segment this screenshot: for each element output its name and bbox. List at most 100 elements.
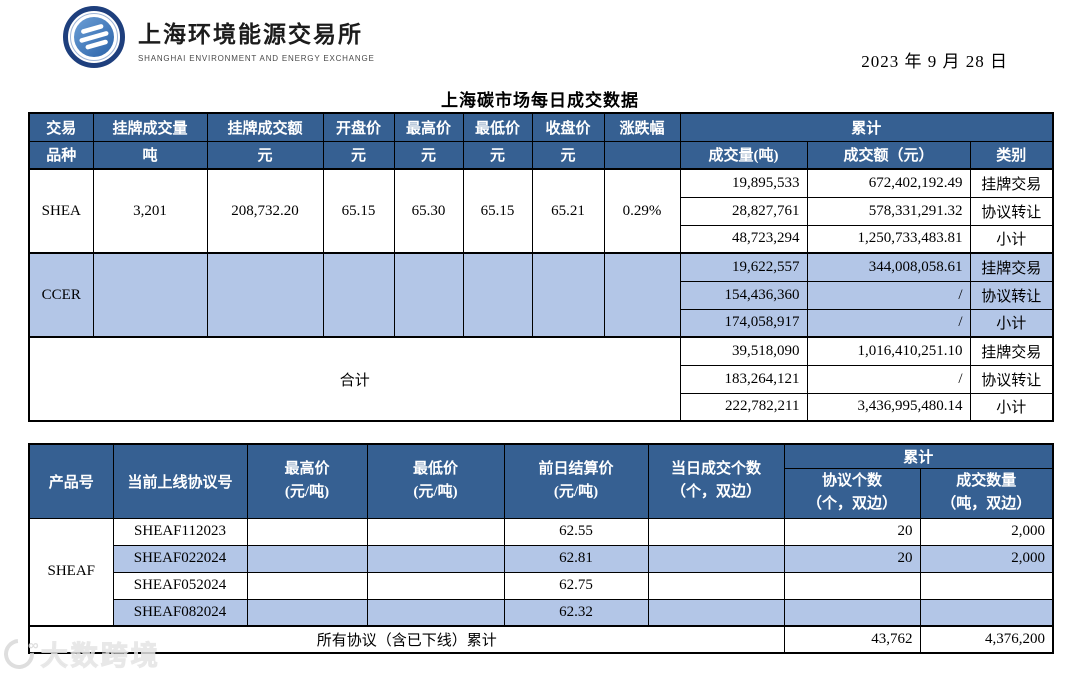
ccer-product-cell: CCER (28, 252, 94, 338)
col-header-category: 类别 (969, 140, 1054, 170)
col-header-cumulative: 累计 (679, 112, 1054, 142)
ccer-volume-cell (92, 252, 208, 338)
col-header-cumulative: 累计 (783, 443, 1054, 469)
category-cell: 小计 (969, 392, 1054, 422)
category-cell: 协议转让 (969, 280, 1054, 310)
col-header-product-line1: 交易 (28, 112, 94, 142)
col-header-high: 最高价 (393, 112, 464, 142)
col-header-cum-volume: 成交量(吨) (679, 140, 808, 170)
header-line: 当日成交个数 (670, 461, 761, 477)
cum-amount-cell: / (806, 308, 971, 338)
t2-header-row-2: 协议个数 （个，双边） 成交数量 （吨，双边） (29, 467, 1054, 519)
shea-product-cell: SHEA (28, 168, 94, 254)
col-header-day-count: 当日成交个数 （个，双边） (647, 443, 785, 519)
header-unit: （个，双边） (670, 484, 761, 501)
day-count-cell (647, 571, 785, 600)
ccer-open-cell (322, 252, 395, 338)
col-header-high-price: 最高价 (元/吨) (246, 443, 368, 519)
settle-cell: 62.75 (503, 571, 649, 600)
ccer-amount-cell (206, 252, 324, 338)
cum-volume-cell: 174,058,917 (679, 308, 808, 338)
ccer-change-cell (603, 252, 681, 338)
total-row-2: 183,264,121 / 协议转让 (29, 364, 1054, 394)
t1-header-row-2: 品种 吨 元 元 元 元 元 成交量(吨) 成交额（元） 类别 (28, 140, 1054, 170)
exchange-name-block: 上海环境能源交易所 SHANGHAI ENVIRONMENT AND ENERG… (138, 6, 375, 63)
t2-header-row-1: 产品号 当前上线协议号 最高价 (元/吨) 最低价 (元/吨) 前日结算价 (元… (28, 443, 1054, 519)
contract-row: SHEAF022024 62.81 20 2,000 (29, 544, 1054, 573)
col-header-open: 开盘价 (322, 112, 395, 142)
header-line: 最低价 (412, 461, 458, 477)
total-row-1: 合计 39,518,090 1,016,410,251.10 挂牌交易 (28, 336, 1054, 422)
col-header-listed-amount: 挂牌成交额 (206, 112, 324, 142)
cum-count-cell (783, 598, 921, 627)
ccer-high-cell (393, 252, 464, 338)
cum-count-cell (783, 571, 921, 600)
category-cell: 挂牌交易 (969, 252, 1054, 282)
cum-amount-cell: 578,331,291.32 (806, 196, 971, 226)
shea-row-1: SHEA 3,201 208,732.20 65.15 65.30 65.15 … (28, 168, 1054, 254)
cum-amount-cell: / (806, 364, 971, 394)
contract-no-cell: SHEAF052024 (112, 571, 248, 600)
daily-market-table: 交易 挂牌成交量 挂牌成交额 开盘价 最高价 最低价 收盘价 涨跌幅 累计 品种… (28, 112, 1055, 422)
cum-amount-cell: / (806, 280, 971, 310)
shea-amount-cell: 208,732.20 (206, 168, 324, 254)
cum-count-cell: 20 (783, 517, 921, 546)
high-cell (246, 598, 368, 627)
col-header-cum-qty: 成交数量 （吨，双边） (919, 467, 1054, 519)
col-header-cum-count: 协议个数 （个，双边） (783, 467, 921, 519)
exchange-name-cn: 上海环境能源交易所 (138, 21, 363, 47)
cum-volume-cell: 48,723,294 (679, 224, 808, 254)
col-header-low-price: 最低价 (元/吨) (366, 443, 505, 519)
report-date: 2023 年 9 月 28 日 (861, 52, 1008, 71)
sheaf-product-cell: SHEAF (28, 517, 114, 627)
cum-qty-cell: 2,000 (919, 544, 1054, 573)
total-row-3: 222,782,211 3,436,995,480.14 小计 (29, 392, 1054, 422)
cum-volume-cell: 183,264,121 (679, 364, 808, 394)
shea-high-cell: 65.30 (393, 168, 464, 254)
sheaf-contracts-table: 产品号 当前上线协议号 最高价 (元/吨) 最低价 (元/吨) 前日结算价 (元… (28, 443, 1055, 654)
header-line: 前日结算价 (538, 461, 614, 477)
contract-no-cell: SHEAF082024 (112, 598, 248, 627)
cum-qty-cell (919, 598, 1054, 627)
col-header-cum-amount: 成交额（元） (806, 140, 971, 170)
col-header-close: 收盘价 (531, 112, 605, 142)
settle-cell: 62.32 (503, 598, 649, 627)
contract-row: SHEAF082024 62.32 (29, 598, 1054, 627)
contract-no-cell: SHEAF112023 (112, 517, 248, 546)
cum-volume-cell: 154,436,360 (679, 280, 808, 310)
col-header-low: 最低价 (462, 112, 533, 142)
contract-row: SHEAF052024 62.75 (29, 571, 1054, 600)
col-header-change: 涨跌幅 (603, 112, 681, 142)
exchange-name-en: SHANGHAI ENVIRONMENT AND ENERGY EXCHANGE (138, 54, 375, 63)
low-cell (366, 517, 505, 546)
category-cell: 小计 (969, 224, 1054, 254)
header-unit: (元/吨) (284, 484, 330, 501)
page-title: 上海碳市场每日成交数据 (441, 91, 639, 110)
cum-qty-total-cell: 4,376,200 (919, 625, 1054, 654)
header-line: 协议个数 (821, 472, 882, 489)
cum-qty-cell: 2,000 (919, 517, 1054, 546)
contract-row: SHEAF SHEAF112023 62.55 20 2,000 (28, 517, 1054, 627)
exchange-logo: 上海环境能源交易所 SHANGHAI ENVIRONMENT AND ENERG… (63, 6, 375, 68)
unit-yuan: 元 (393, 140, 464, 170)
col-header-product-no: 产品号 (28, 443, 114, 519)
day-count-cell (647, 544, 785, 573)
shea-low-cell: 65.15 (462, 168, 533, 254)
col-header-product-line2: 品种 (28, 140, 94, 170)
unit-yuan: 元 (322, 140, 395, 170)
ccer-low-cell (462, 252, 533, 338)
low-cell (366, 544, 505, 573)
contract-no-cell: SHEAF022024 (112, 544, 248, 573)
category-cell: 小计 (969, 308, 1054, 338)
all-contracts-total-row: 所有协议（含已下线）累计 43,762 4,376,200 (28, 625, 1054, 654)
day-count-cell (647, 598, 785, 627)
cum-amount-cell: 1,016,410,251.10 (806, 336, 971, 366)
cum-amount-cell: 344,008,058.61 (806, 252, 971, 282)
settle-cell: 62.81 (503, 544, 649, 573)
header-line: 最高价 (284, 461, 330, 477)
shea-close-cell: 65.21 (531, 168, 605, 254)
cum-amount-cell: 1,250,733,483.81 (806, 224, 971, 254)
shea-row-3: 48,723,294 1,250,733,483.81 小计 (29, 224, 1054, 254)
low-cell (366, 571, 505, 600)
cum-amount-cell: 3,436,995,480.14 (806, 392, 971, 422)
